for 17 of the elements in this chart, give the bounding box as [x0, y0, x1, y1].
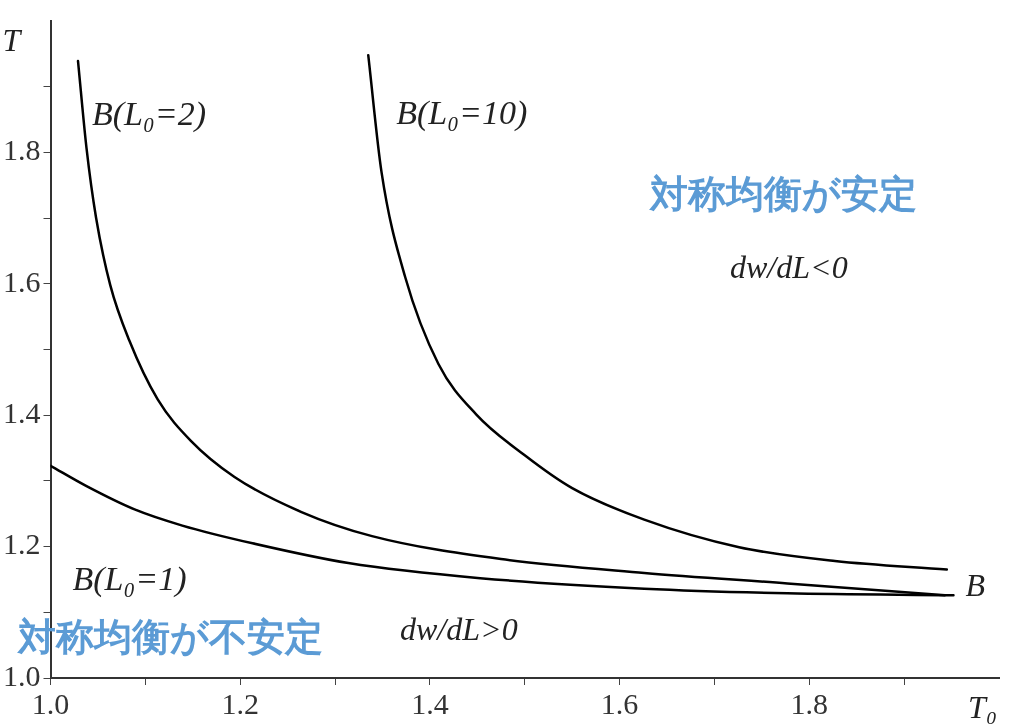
series-label: B(L₀=2)	[92, 95, 207, 134]
x-tick-label: 1.2	[221, 686, 259, 720]
annotation: B	[965, 566, 986, 603]
series-label: B(L₀=1)	[72, 559, 187, 598]
x-tick-label: 1.4	[411, 686, 449, 720]
x-axis-title: T₀	[968, 689, 997, 726]
annotation: dw/dL>0	[400, 611, 518, 648]
annotation: 対称均衡が安定	[649, 171, 917, 216]
y-tick-label: 1.6	[3, 264, 41, 298]
x-tick-label: 1.6	[600, 686, 639, 720]
series-label: B(L₀=10)	[396, 94, 528, 133]
x-tick-label: 1.8	[790, 686, 829, 720]
y-tick-label: 1.2	[3, 527, 41, 561]
y-axis-title: T	[2, 22, 23, 59]
annotation: dw/dL<0	[730, 249, 848, 286]
y-tick-label: 1.4	[3, 396, 41, 430]
y-tick-label: 1.8	[3, 133, 41, 167]
